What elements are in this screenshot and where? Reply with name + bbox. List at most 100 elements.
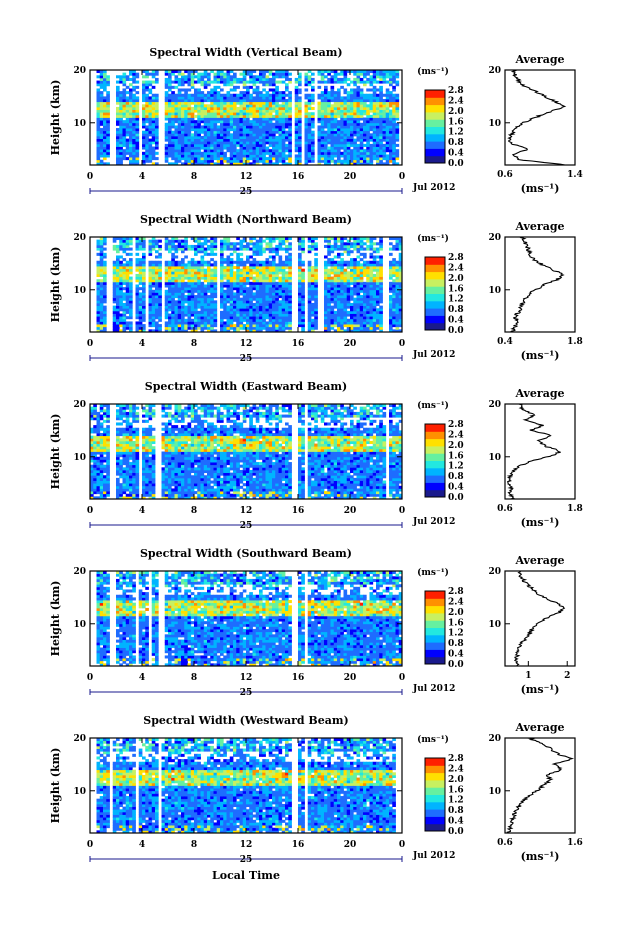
heatmap-cell (201, 94, 205, 97)
heatmap-cell (103, 78, 107, 81)
heatmap-cell (262, 133, 266, 136)
heatmap-cell (223, 144, 227, 147)
heatmap-cell (331, 96, 335, 99)
heatmap-cell (106, 102, 110, 105)
heatmap-cell (204, 311, 208, 314)
heatmap-cell (269, 83, 273, 86)
heatmap-cell (168, 314, 172, 317)
heatmap-cell (331, 154, 335, 157)
heatmap-cell (100, 147, 104, 150)
heatmap-cell (116, 314, 120, 317)
heatmap-cell (116, 139, 120, 142)
heatmap-cell (123, 73, 127, 76)
heatmap-cell (340, 311, 344, 314)
heatmap-cell (327, 154, 331, 157)
heatmap-cell (298, 73, 302, 76)
heatmap-cell (136, 242, 140, 245)
heatmap-cell (386, 147, 390, 150)
heatmap-cell (275, 94, 279, 97)
heatmap-cell (194, 120, 198, 123)
heatmap-cell (145, 120, 149, 123)
heatmap-cell (129, 91, 133, 94)
heatmap-cell (256, 78, 260, 81)
heatmap-cell (171, 319, 175, 322)
heatmap-cell (220, 316, 224, 319)
heatmap-cell (152, 112, 156, 115)
heatmap-cell (149, 314, 153, 317)
heatmap-cell (324, 120, 328, 123)
heatmap-cell (366, 125, 370, 128)
heatmap-cell (165, 303, 169, 306)
heatmap-cell (119, 94, 123, 97)
heatmap-cell (295, 86, 299, 89)
heatmap-cell (383, 149, 387, 152)
heatmap-cell (272, 287, 276, 290)
heatmap-cell (97, 118, 101, 121)
heatmap-cell (100, 81, 104, 84)
heatmap-cell (168, 298, 172, 301)
heatmap-cell (370, 99, 374, 102)
heatmap-cell (344, 324, 348, 327)
heatmap-cell (184, 282, 188, 285)
heatmap-cell (184, 147, 188, 150)
heatmap-cell (279, 292, 283, 295)
heatmap-cell (357, 102, 361, 105)
heatmap-cell (197, 242, 201, 245)
heatmap-cell (165, 298, 169, 301)
heatmap-cell (396, 110, 400, 113)
heatmap-cell (373, 99, 377, 102)
heatmap-cell (269, 131, 273, 134)
heatmap-cell (236, 125, 240, 128)
heatmap-cell (275, 120, 279, 123)
heatmap-cell (298, 261, 302, 264)
heatmap-cell (249, 316, 253, 319)
heatmap-cell (223, 94, 227, 97)
heatmap-cell (344, 139, 348, 142)
heatmap-cell (230, 149, 234, 152)
heatmap-cell (207, 261, 211, 264)
heatmap-cell (149, 99, 153, 102)
heatmap-cell (233, 287, 237, 290)
heatmap-cell (344, 104, 348, 107)
heatmap-cell (327, 94, 331, 97)
heatmap-cell (269, 110, 273, 113)
x-tick-label: 0 (87, 172, 93, 182)
heatmap-cell (363, 149, 367, 152)
heatmap-cell (246, 120, 250, 123)
heatmap-cell (100, 255, 104, 258)
heatmap-cell (253, 271, 257, 274)
heatmap-cell (227, 157, 231, 160)
heatmap-cell (165, 110, 169, 113)
heatmap-cell (246, 258, 250, 261)
heatmap-cell (204, 306, 208, 309)
heatmap-cell (357, 245, 361, 248)
heatmap-cell (116, 250, 120, 253)
heatmap-cell (207, 96, 211, 99)
heatmap-cell (344, 78, 348, 81)
heatmap-cell (396, 157, 400, 160)
heatmap-cell (275, 86, 279, 89)
heatmap-cell (116, 316, 120, 319)
heatmap-cell (184, 133, 188, 136)
heatmap-cell (188, 125, 192, 128)
heatmap-cell (236, 157, 240, 160)
heatmap-cell (214, 316, 218, 319)
panel-2: Spectral Width (Northward Beam)1020Heigh… (49, 213, 583, 364)
heatmap-cell (126, 91, 130, 94)
heatmap-cell (347, 292, 351, 295)
heatmap-cell (347, 102, 351, 105)
heatmap-cell (324, 271, 328, 274)
heatmap-cell (100, 261, 104, 264)
heatmap-cell (129, 112, 133, 115)
heatmap-cell (175, 245, 179, 248)
heatmap-cell (262, 263, 266, 266)
heatmap-cell (97, 298, 101, 301)
heatmap-cell (123, 133, 127, 136)
heatmap-cell (233, 136, 237, 139)
heatmap-cell (256, 300, 260, 303)
heatmap-cell (168, 245, 172, 248)
heatmap-cell (246, 128, 250, 131)
heatmap-cell (272, 274, 276, 277)
heatmap-cell (259, 303, 263, 306)
heatmap-cell (149, 96, 153, 99)
